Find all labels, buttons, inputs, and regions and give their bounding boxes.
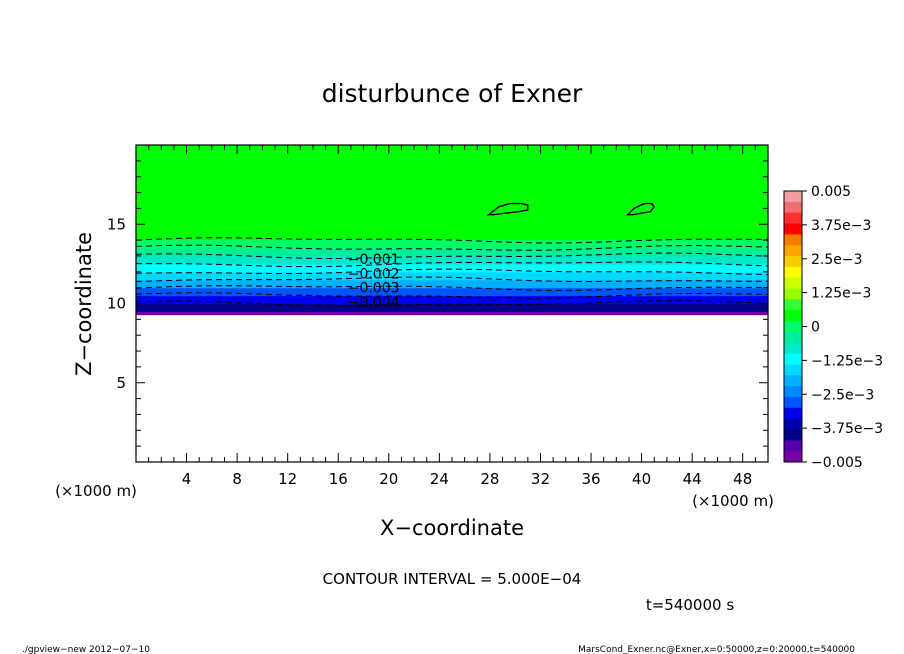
color-band bbox=[136, 303, 768, 313]
colorbar-swatch bbox=[784, 288, 802, 300]
x-unit-label: (×1000 m) bbox=[692, 492, 774, 510]
color-band bbox=[136, 311, 768, 316]
y-tick-label: 10 bbox=[107, 295, 126, 313]
x-tick-label: 36 bbox=[581, 470, 600, 488]
colorbar-swatch bbox=[784, 396, 802, 409]
color-band bbox=[136, 287, 768, 297]
positive-contour bbox=[626, 202, 656, 216]
color-band bbox=[136, 263, 768, 273]
y-tick-label: 5 bbox=[116, 374, 126, 392]
contour-lines bbox=[136, 202, 768, 307]
y-tick-label: 15 bbox=[107, 215, 126, 233]
x-tick-label: 48 bbox=[733, 470, 752, 488]
contour-line bbox=[136, 244, 768, 251]
contour-interval-note: CONTOUR INTERVAL = 5.000E−04 bbox=[323, 570, 582, 588]
color-band bbox=[136, 295, 768, 305]
colorbar-swatch bbox=[784, 331, 802, 344]
colorbar-tick-label: −1.25e−3 bbox=[811, 353, 883, 369]
color-band bbox=[136, 240, 768, 249]
color-band bbox=[136, 271, 768, 281]
band-background bbox=[136, 145, 768, 242]
footer-left: ./gpview−new 2012−07−10 bbox=[22, 645, 150, 654]
colorbar: 0.005 3.75e−3 2.5e−3 1.25e−3 0 −1.25e−3 −2.5e−… bbox=[783, 184, 883, 471]
x-tick-label: 44 bbox=[683, 470, 702, 488]
contour-line bbox=[136, 261, 768, 268]
x-tick-label: 28 bbox=[480, 470, 499, 488]
colorbar-swatch bbox=[784, 451, 802, 463]
contour-label: −0.003 bbox=[348, 281, 400, 297]
colorbar-swatch bbox=[784, 212, 802, 225]
colorbar-swatch bbox=[784, 299, 802, 311]
x-tick-label: 20 bbox=[379, 470, 398, 488]
colorbar-tick-label: 3.75e−3 bbox=[811, 218, 871, 234]
contour-line bbox=[136, 276, 768, 282]
colorbar-swatch bbox=[784, 266, 802, 279]
colorbar-swatch bbox=[784, 191, 802, 203]
colorbar-tick-label: 0 bbox=[811, 320, 820, 336]
x-tick-label: 8 bbox=[232, 470, 242, 488]
colorbar-swatch bbox=[784, 342, 802, 355]
footer-right: MarsCond_Exner.nc@Exner,x=0:50000,z=0:20… bbox=[578, 645, 855, 654]
colorbar-swatch bbox=[784, 364, 802, 376]
contour-line bbox=[136, 268, 768, 275]
colorbar-swatch bbox=[784, 245, 802, 257]
colorbar-swatch bbox=[784, 353, 802, 365]
colorbar-tick-label: 1.25e−3 bbox=[811, 286, 871, 302]
colorbar-swatch bbox=[784, 223, 802, 235]
x-tick-label: 40 bbox=[632, 470, 651, 488]
colorbar-swatch bbox=[784, 256, 802, 268]
colorbar-swatch bbox=[784, 386, 802, 398]
contour-line bbox=[136, 285, 768, 291]
colorbar-tick-label: 0.005 bbox=[811, 184, 851, 200]
y-axis-label: Z−coordinate bbox=[72, 232, 96, 376]
colorbar-swatch bbox=[784, 277, 802, 290]
contour-labels: −0.001−0.002−0.003−0.004 bbox=[348, 252, 400, 311]
color-band bbox=[136, 279, 768, 289]
colorbar-swatch bbox=[784, 201, 802, 214]
contour-line bbox=[136, 237, 768, 244]
y-axis-ticks: 5 10 15 bbox=[107, 160, 768, 447]
color-band bbox=[136, 248, 768, 257]
colorbar-swatch bbox=[784, 407, 802, 420]
x-axis-label: X−coordinate bbox=[380, 516, 524, 540]
y-unit-label: (×1000 m) bbox=[55, 482, 137, 500]
colorbar-swatch bbox=[784, 234, 802, 246]
colorbar-tick-label: 2.5e−3 bbox=[811, 252, 863, 268]
x-tick-label: 32 bbox=[531, 470, 550, 488]
plot-area: −0.001−0.002−0.003−0.004 4 8 12 16 20 24 28 32 3… bbox=[107, 144, 769, 488]
colorbar-swatch bbox=[784, 375, 802, 387]
time-label: t=540000 s bbox=[646, 596, 734, 614]
x-tick-label: 24 bbox=[430, 470, 449, 488]
x-tick-label: 4 bbox=[182, 470, 192, 488]
colorbar-tick-label: −0.005 bbox=[811, 455, 863, 471]
contour-label: −0.002 bbox=[348, 266, 400, 282]
positive-contour bbox=[486, 202, 529, 216]
colorbar-swatch bbox=[784, 440, 802, 452]
color-bands bbox=[136, 145, 768, 316]
x-tick-label: 16 bbox=[329, 470, 348, 488]
colorbar-tick-label: −2.5e−3 bbox=[811, 387, 874, 403]
color-band bbox=[136, 255, 768, 265]
contour-line bbox=[136, 300, 768, 307]
x-tick-label: 12 bbox=[278, 470, 297, 488]
x-axis-ticks: 4 8 12 16 20 24 28 32 36 40 44 48 bbox=[148, 145, 756, 488]
contour-label: −0.001 bbox=[348, 252, 400, 268]
contour-line bbox=[136, 292, 768, 299]
colorbar-tick-label: −3.75e−3 bbox=[811, 421, 883, 437]
colorbar-swatch bbox=[784, 321, 802, 333]
colorbar-swatch bbox=[784, 418, 802, 430]
colorbar-swatch bbox=[784, 429, 802, 441]
contour-label: −0.004 bbox=[348, 295, 400, 311]
contour-line bbox=[136, 252, 768, 259]
chart-title: disturbunce of Exner bbox=[322, 79, 583, 108]
colorbar-swatch bbox=[784, 310, 802, 322]
